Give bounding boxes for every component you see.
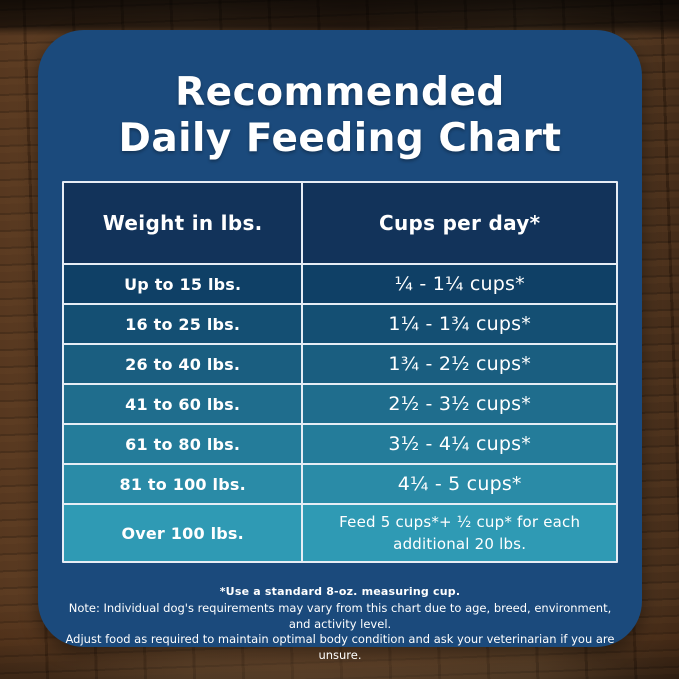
feeding-chart-card: Recommended Daily Feeding Chart Weight i… (38, 30, 642, 662)
weight-cell: Up to 15 lbs. (64, 265, 302, 304)
weight-cell: Over 100 lbs. (64, 505, 302, 562)
cups-cell: 4¼ - 5 cups* (303, 465, 616, 504)
weight-cell: 41 to 60 lbs. (64, 385, 302, 424)
measuring-cup-note: *Use a standard 8-oz. measuring cup. (219, 585, 461, 599)
cups-cell: Feed 5 cups*+ ½ cup* for each additional… (303, 505, 616, 562)
chart-title: Recommended Daily Feeding Chart (118, 70, 561, 161)
feeding-table: Weight in lbs. Cups per day* Up to 15 lb… (62, 181, 618, 564)
weight-cell: 81 to 100 lbs. (64, 465, 302, 504)
column-header-weight: Weight in lbs. (64, 183, 302, 264)
weight-cell: 61 to 80 lbs. (64, 425, 302, 464)
table-row: Up to 15 lbs. ¼ - 1¼ cups* (64, 265, 616, 304)
disclaimer-line2: Adjust food as required to maintain opti… (65, 632, 615, 662)
column-header-cups: Cups per day* (303, 183, 616, 264)
weight-cell: 16 to 25 lbs. (64, 305, 302, 344)
table-header-row: Weight in lbs. Cups per day* (64, 183, 616, 264)
table-row: 16 to 25 lbs. 1¼ - 1¾ cups* (64, 305, 616, 344)
cups-cell: 1¾ - 2½ cups* (303, 345, 616, 384)
chart-title-line2: Daily Feeding Chart (118, 115, 562, 161)
weight-cell: 26 to 40 lbs. (64, 345, 302, 384)
table-row: 81 to 100 lbs. 4¼ - 5 cups* (64, 465, 616, 504)
cups-cell: 3½ - 4¼ cups* (303, 425, 616, 464)
disclaimer-note: Note: Individual dog's requirements may … (60, 601, 620, 663)
chart-title-line1: Recommended (175, 70, 505, 115)
table-row: 61 to 80 lbs. 3½ - 4¼ cups* (64, 425, 616, 464)
cups-cell: 1¼ - 1¾ cups* (303, 305, 616, 344)
table-row: Over 100 lbs. Feed 5 cups*+ ½ cup* for e… (64, 505, 616, 562)
cups-cell: 2½ - 3½ cups* (303, 385, 616, 424)
cups-cell: ¼ - 1¼ cups* (303, 265, 616, 304)
disclaimer-line1: Note: Individual dog's requirements may … (68, 601, 612, 631)
table-row: 26 to 40 lbs. 1¾ - 2½ cups* (64, 345, 616, 384)
table-row: 41 to 60 lbs. 2½ - 3½ cups* (64, 385, 616, 424)
